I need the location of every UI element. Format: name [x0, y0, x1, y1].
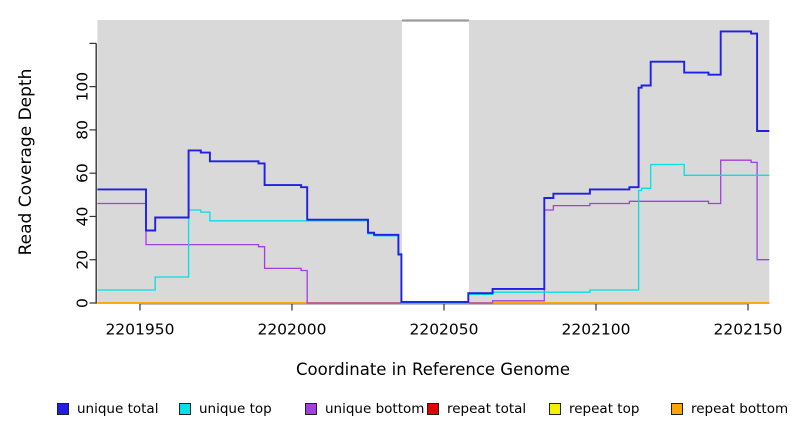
- y-tick-label: 100: [74, 72, 92, 102]
- x-tick-label: 2202150: [714, 321, 783, 339]
- mask-band-top-border: [402, 19, 469, 22]
- y-tick-label: 80: [74, 120, 92, 140]
- legend-swatch-icon: [671, 403, 683, 415]
- x-tick-label: 2201950: [105, 321, 174, 339]
- legend-item-unique-top: unique top: [179, 401, 272, 417]
- legend-label: repeat total: [447, 401, 527, 417]
- legend-label: repeat bottom: [691, 401, 789, 417]
- legend-label: unique bottom: [325, 401, 425, 417]
- mask-band: [402, 20, 469, 303]
- x-tick-label: 2202000: [257, 321, 326, 339]
- series-line-unique-bottom: [97, 159, 770, 304]
- series-line-unique-total: [97, 30, 770, 303]
- legend-item-repeat-top: repeat top: [549, 401, 639, 417]
- legend-swatch-icon: [549, 403, 561, 415]
- x-tick-label: 2202100: [561, 321, 630, 339]
- legend-label: repeat top: [569, 401, 640, 417]
- legend-item-repeat-total: repeat total: [427, 401, 526, 417]
- y-tick-label: 40: [74, 207, 92, 227]
- legend-label: unique total: [77, 401, 159, 417]
- x-tick-label: 2202050: [409, 321, 478, 339]
- y-tick-label: 60: [74, 163, 92, 183]
- legend-item-unique-total: unique total: [57, 401, 158, 417]
- y-tick-label: 20: [74, 250, 92, 270]
- legend-swatch-icon: [427, 403, 439, 415]
- y-axis-title: Read Coverage Depth: [16, 68, 36, 256]
- x-axis-title: Coordinate in Reference Genome: [295, 360, 571, 379]
- legend-item-unique-bottom: unique bottom: [305, 401, 424, 417]
- legend-swatch-icon: [305, 403, 317, 415]
- y-tick-label: 0: [74, 298, 92, 308]
- legend-swatch-icon: [57, 403, 69, 415]
- legend-swatch-icon: [179, 403, 191, 415]
- legend: unique total unique top unique bottom repea…: [0, 398, 792, 424]
- legend-label: unique top: [199, 401, 272, 417]
- legend-item-repeat-bottom: repeat bottom: [671, 401, 788, 417]
